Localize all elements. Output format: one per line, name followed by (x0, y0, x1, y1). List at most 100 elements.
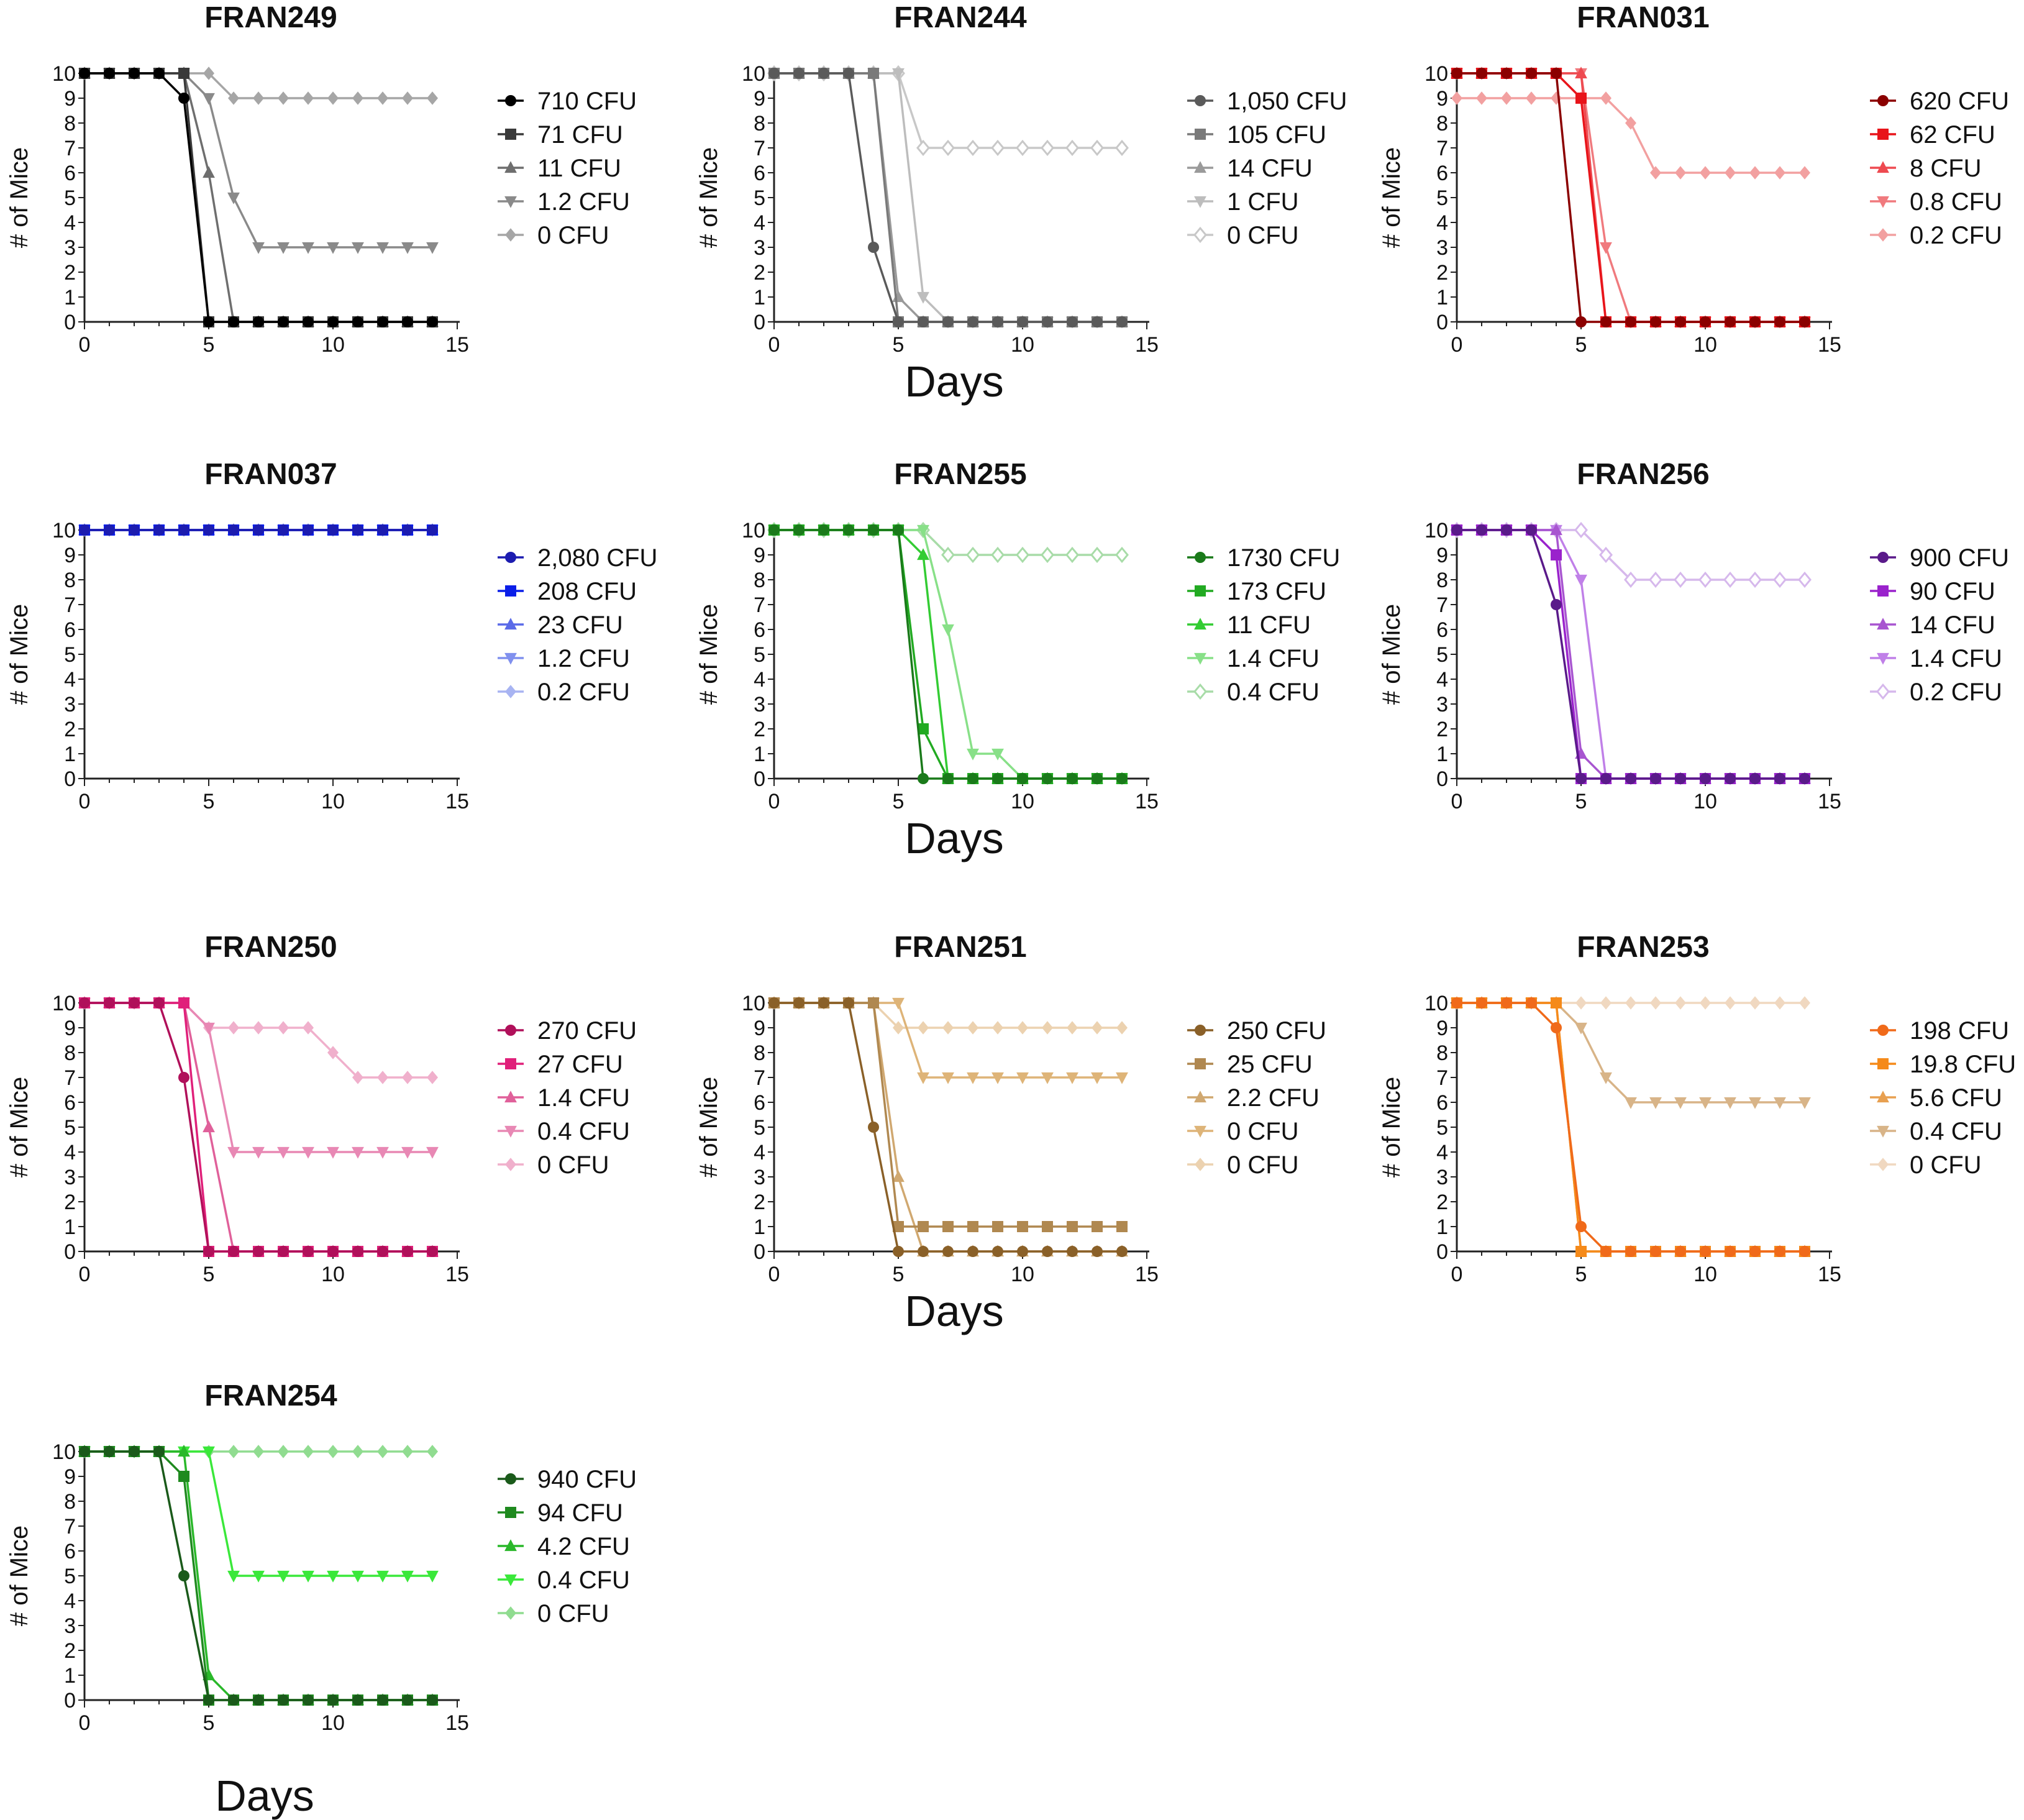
data-point (893, 1221, 904, 1232)
y-tick-label: 1 (64, 1215, 76, 1239)
data-point (768, 524, 780, 536)
data-point (1625, 116, 1636, 130)
y-tick-label: 3 (754, 236, 765, 260)
legend-item: 105 CFU (1187, 121, 1326, 149)
legend-label: 1.4 CFU (1227, 645, 1320, 672)
data-point (352, 524, 363, 536)
data-point (426, 242, 439, 254)
y-tick-label: 8 (754, 1041, 765, 1065)
y-tick-label: 0 (1436, 1240, 1448, 1264)
data-point (818, 68, 829, 79)
series-line (774, 1002, 1122, 1253)
data-point (868, 242, 879, 253)
y-tick-label: 10 (742, 519, 765, 542)
data-point (352, 1146, 364, 1159)
data-point (178, 1072, 189, 1083)
legend-item: 710 CFU (498, 88, 637, 115)
legend-marker (1877, 652, 1889, 665)
y-tick-label: 1 (64, 286, 76, 309)
data-point (868, 1122, 879, 1133)
legend-item: 0.4 CFU (498, 1118, 630, 1145)
series-line (774, 529, 1122, 780)
y-tick-label: 2 (1436, 718, 1448, 741)
legend-item: 1.4 CFU (1870, 645, 2002, 672)
legend-item: 0.2 CFU (1870, 679, 2002, 706)
legend-label: 270 CFU (537, 1017, 637, 1045)
data-point (327, 1246, 339, 1257)
y-tick-label: 4 (64, 1141, 76, 1164)
y-tick-label: 0 (1436, 767, 1448, 791)
y-tick-label: 10 (1425, 62, 1448, 86)
data-point (991, 546, 1005, 564)
legend-marker (1877, 1091, 1889, 1103)
data-point (1725, 996, 1736, 1010)
y-tick-label: 0 (64, 1689, 76, 1713)
data-point (252, 242, 265, 254)
y-tick-label: 3 (754, 693, 765, 716)
y-tick-label: 4 (754, 668, 765, 692)
legend-marker (505, 129, 516, 140)
data-point (1798, 571, 1812, 588)
y-tick-label: 4 (754, 1141, 765, 1164)
data-point (1725, 166, 1736, 180)
y-axis-label: # of Mice (6, 147, 33, 248)
legend-item: 198 CFU (1870, 1017, 2009, 1045)
data-point (1600, 1072, 1612, 1084)
series-line (774, 529, 1122, 780)
series-line (774, 72, 1122, 323)
data-point (203, 93, 215, 105)
legend-item: 173 CFU (1187, 578, 1326, 605)
data-point (427, 91, 438, 105)
legend-item: 1730 CFU (1187, 544, 1340, 572)
data-point (104, 524, 115, 536)
legend-item: 1.4 CFU (1187, 645, 1320, 672)
y-tick-label: 1 (64, 1664, 76, 1688)
series-line (774, 72, 1122, 149)
series-line (1457, 72, 1805, 323)
data-point (1066, 1072, 1078, 1084)
data-point (1501, 91, 1512, 105)
data-point (1600, 1246, 1611, 1257)
data-point (203, 524, 214, 536)
legend-item: 0.4 CFU (1870, 1118, 2002, 1145)
data-point (1065, 546, 1079, 564)
data-point (377, 1071, 388, 1084)
data-point (1016, 546, 1029, 564)
data-point (377, 1445, 388, 1458)
x-axis-label: Days (905, 814, 1003, 862)
y-tick-label: 4 (64, 211, 76, 235)
y-tick-label: 9 (754, 1017, 765, 1040)
data-point (992, 1021, 1003, 1035)
data-point (992, 773, 1003, 784)
data-point (1575, 316, 1587, 327)
legend-label: 0 CFU (537, 1600, 609, 1627)
legend-marker (1195, 129, 1206, 140)
x-tick-label: 10 (1011, 1263, 1034, 1286)
data-point (793, 997, 805, 1008)
data-point (303, 524, 314, 536)
legend-marker (1877, 1158, 1889, 1171)
y-tick-label: 9 (64, 1017, 76, 1040)
data-point (253, 524, 264, 536)
legend-item: 0.4 CFU (498, 1566, 630, 1594)
data-point (1675, 1246, 1686, 1257)
data-point (818, 524, 829, 536)
data-point (427, 1694, 438, 1706)
data-point (1675, 316, 1686, 327)
y-tick-label: 8 (64, 1041, 76, 1065)
data-point (1600, 996, 1611, 1010)
legend-label: 23 CFU (537, 611, 623, 639)
data-point (1799, 166, 1810, 180)
x-tick-label: 0 (768, 333, 780, 357)
data-point (352, 91, 363, 105)
data-point (203, 1246, 214, 1257)
legend-label: 11 CFU (537, 155, 621, 182)
data-point (1067, 1246, 1078, 1257)
y-tick-label: 1 (754, 1215, 765, 1239)
data-point (892, 68, 905, 80)
legend-label: 105 CFU (1227, 121, 1326, 149)
data-point (917, 1072, 929, 1084)
